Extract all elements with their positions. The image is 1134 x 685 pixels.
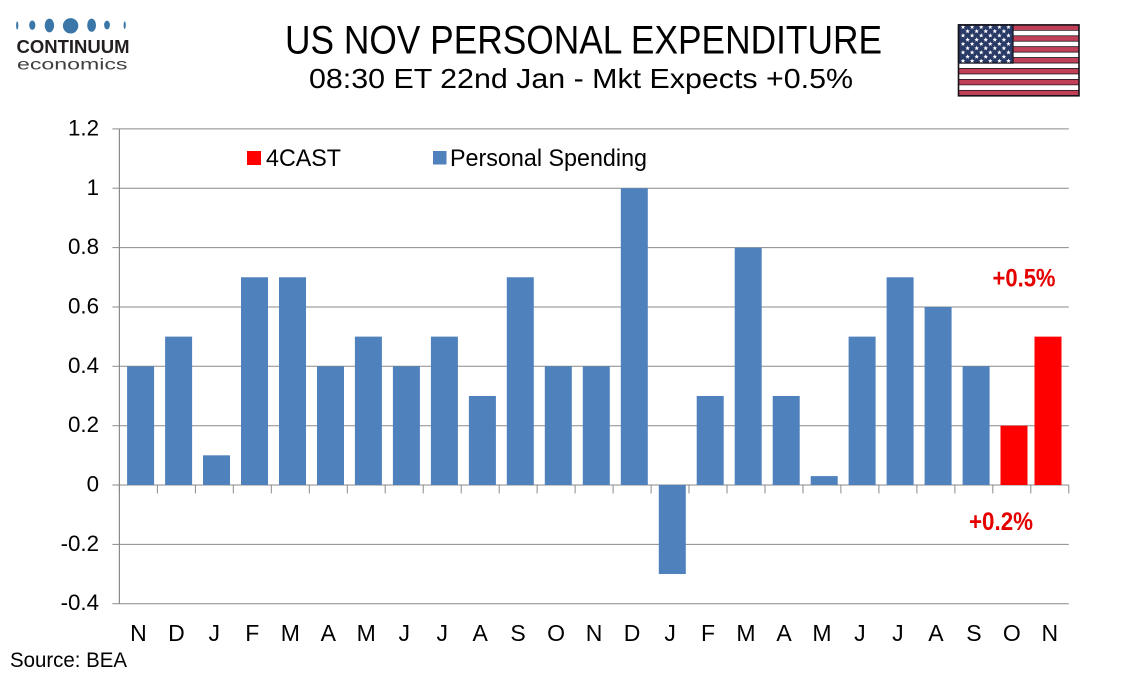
svg-text:-0.4: -0.4 [61,590,99,615]
svg-text:J: J [209,620,221,646]
svg-text:J: J [436,620,448,646]
svg-text:D: D [624,620,641,646]
svg-text:O: O [547,620,565,646]
svg-text:O: O [1003,620,1021,646]
svg-text:0.8: 0.8 [68,234,99,259]
svg-text:CONTINUUM: CONTINUUM [17,37,130,57]
svg-text:J: J [854,620,866,646]
svg-text:0.2: 0.2 [68,412,99,437]
svg-text:A: A [928,620,944,646]
svg-text:0.6: 0.6 [68,294,99,319]
svg-text:J: J [398,620,410,646]
svg-text:economics: economics [17,57,128,74]
svg-text:D: D [168,620,185,646]
svg-text:N: N [130,620,147,646]
svg-text:1.2: 1.2 [68,115,99,140]
svg-text:N: N [1041,620,1058,646]
svg-text:0: 0 [87,472,99,497]
svg-text:M: M [736,620,755,646]
svg-text:S: S [510,620,525,646]
svg-text:Source: BEA: Source: BEA [10,648,128,672]
svg-text:1: 1 [87,175,99,200]
svg-text:F: F [701,620,715,646]
svg-text:4CAST: 4CAST [266,145,341,172]
svg-text:N: N [586,620,603,646]
svg-text:-0.2: -0.2 [61,531,99,556]
svg-text:A: A [776,620,792,646]
svg-text:A: A [473,620,489,646]
svg-text:+0.2%: +0.2% [969,508,1033,536]
svg-text:M: M [281,620,300,646]
svg-text:J: J [892,620,904,646]
svg-text:F: F [245,620,259,646]
svg-text:M: M [812,620,831,646]
svg-text:S: S [966,620,981,646]
svg-text:08:30 ET 22nd Jan - Mkt Expect: 08:30 ET 22nd Jan - Mkt Expects +0.5% [309,63,853,94]
svg-text:A: A [321,620,337,646]
svg-text:US NOV PERSONAL EXPENDITURE: US NOV PERSONAL EXPENDITURE [285,19,882,63]
svg-text:Personal Spending: Personal Spending [450,145,647,172]
svg-text:0.4: 0.4 [68,353,99,378]
svg-text:J: J [664,620,676,646]
svg-text:M: M [357,620,376,646]
svg-text:+0.5%: +0.5% [993,265,1056,293]
